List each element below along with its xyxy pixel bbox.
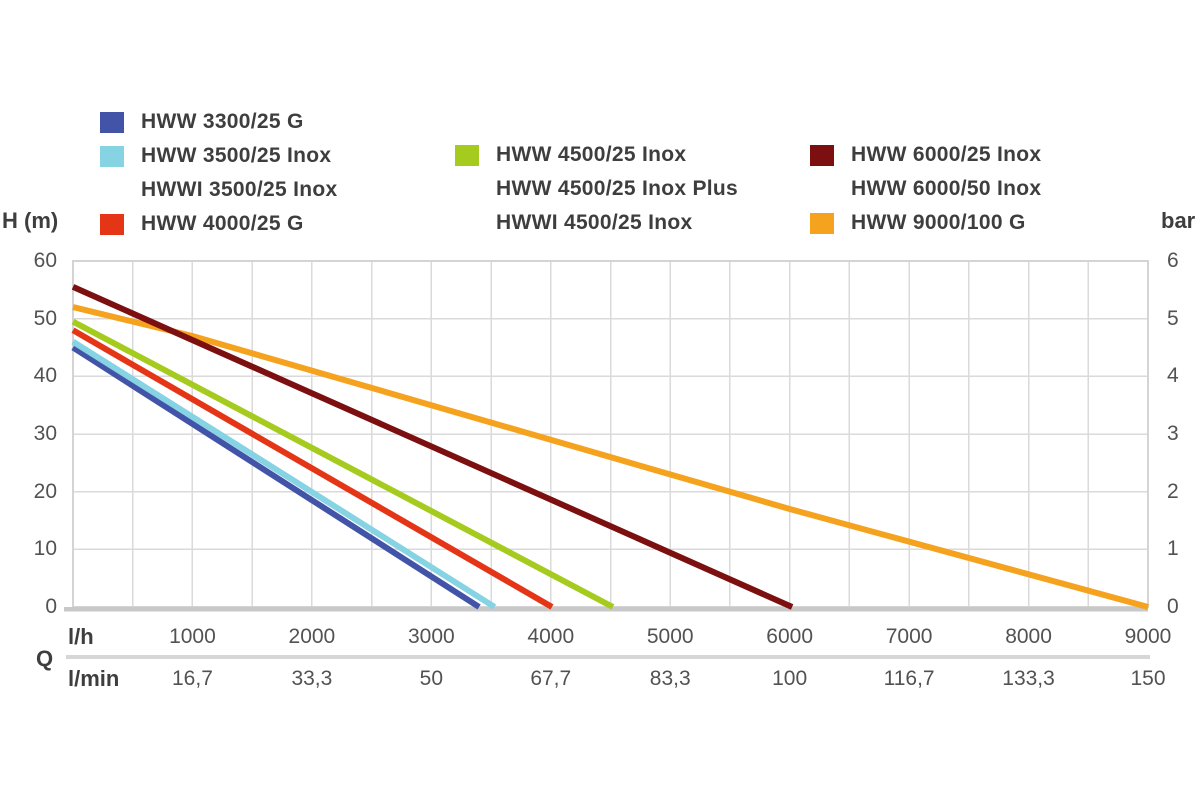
- x-lh-tick-label: 5000: [646, 625, 694, 648]
- y-right-tick-label: 4: [1167, 364, 1179, 388]
- legend-item: HWW 6000/25 Inox: [810, 138, 1041, 172]
- legend-item: HWWI 3500/25 Inox: [100, 173, 338, 207]
- y-axis-left-title: H (m): [2, 208, 59, 233]
- x-axis-rows-divider: [66, 655, 1150, 659]
- legend-item-label: HWW 9000/100 G: [851, 211, 1026, 234]
- x-axis-unit-lmin: l/min: [68, 666, 120, 691]
- legend-item-label: HWW 6000/25 Inox: [851, 143, 1042, 166]
- legend-item-label: HWW 3500/25 Inox: [141, 144, 332, 167]
- x-lmin-tick-label: 50: [419, 667, 444, 690]
- y-right-tick-label: 3: [1167, 422, 1179, 445]
- legend-swatch-cyan: [100, 145, 124, 167]
- legend-item-label: HWW 4500/25 Inox Plus: [496, 177, 739, 200]
- x-lh-tick-label: 6000: [766, 625, 814, 648]
- legend-column-2: HWW 4500/25 Inox HWW 4500/25 Inox Plus HWW…: [455, 138, 738, 240]
- legend-column-3: HWW 6000/25 Inox HWW 6000/50 Inox HWW 9000…: [810, 138, 1041, 240]
- y-right-tick-label: 5: [1167, 306, 1179, 330]
- y-left-tick-label: 50: [33, 306, 57, 330]
- y-left-tick-label: 0: [45, 595, 57, 618]
- x-lmin-tick-label: 116,7: [883, 667, 935, 690]
- series-line-green: [71, 318, 615, 610]
- x-lmin-tick-label: 133,3: [1002, 667, 1055, 690]
- legend-item: HWW 4500/25 Inox Plus: [455, 172, 738, 206]
- y-left-tick-label: 30: [33, 422, 57, 445]
- x-lmin-tick-label: 150: [1130, 667, 1166, 690]
- x-lh-tick-label: 9000: [1124, 625, 1172, 648]
- legend-item: HWW 3500/25 Inox: [100, 139, 338, 173]
- x-lh-tick-label: 7000: [885, 625, 933, 648]
- legend-item: HWW 3300/25 G: [100, 105, 338, 139]
- y-left-tick-label: 20: [33, 479, 57, 503]
- x-lh-tick-label: 3000: [407, 625, 455, 648]
- y-right-tick-label: 1: [1167, 537, 1179, 561]
- legend-item: HWW 4000/25 G: [100, 207, 338, 241]
- y-right-tick-label: 2: [1167, 479, 1179, 503]
- legend-item-label: HWWI 4500/25 Inox: [496, 211, 693, 234]
- legend-item-label: HWW 3300/25 G: [141, 110, 304, 133]
- series-line-blue: [71, 344, 481, 610]
- legend-item-label: HWW 6000/50 Inox: [851, 177, 1042, 200]
- x-axis-unit-lh: l/h: [68, 624, 94, 649]
- y-right-tick-label: 0: [1167, 595, 1179, 618]
- y-left-tick-label: 10: [33, 537, 57, 561]
- legend-item: HWW 6000/50 Inox: [810, 172, 1041, 206]
- y-right-tick-label: 6: [1167, 249, 1179, 272]
- x-lh-tick-label: 8000: [1005, 625, 1052, 648]
- x-lmin-tick-label: 16,7: [172, 667, 213, 690]
- x-lmin-tick-label: 33,3: [291, 667, 333, 690]
- x-lh-tick-label: 2000: [288, 625, 336, 648]
- x-lmin-tick-label: 100: [772, 667, 808, 690]
- x-axis-title: Q: [36, 646, 54, 671]
- legend-swatch-green: [455, 144, 479, 166]
- legend-column-1: HWW 3300/25 G HWW 3500/25 Inox HWWI 3500/2…: [100, 105, 338, 241]
- legend-item: HWW 9000/100 G: [810, 206, 1041, 240]
- legend-item-label: HWWI 3500/25 Inox: [141, 178, 338, 201]
- legend-swatch-maroon: [810, 144, 834, 166]
- y-left-tick-label: 60: [33, 249, 57, 272]
- series-line-maroon: [71, 284, 794, 610]
- legend-swatch-red: [100, 213, 124, 235]
- legend-swatch-blue: [100, 111, 124, 133]
- y-axis-right-title: bar: [1161, 208, 1196, 233]
- legend-item-label: HWW 4000/25 G: [141, 212, 304, 235]
- legend-swatch-orange: [810, 212, 834, 234]
- legend-item-label: HWW 4500/25 Inox: [496, 143, 687, 166]
- legend-item: HWWI 4500/25 Inox: [455, 206, 738, 240]
- x-lmin-tick-label: 67,7: [530, 667, 572, 690]
- x-lh-tick-label: 4000: [527, 625, 575, 648]
- series-line-orange: [72, 304, 1149, 610]
- series-line-red: [71, 327, 554, 610]
- x-lmin-tick-label: 83,3: [649, 667, 691, 690]
- series-line-cyan: [71, 339, 497, 610]
- y-left-tick-label: 40: [33, 364, 57, 388]
- legend-item: HWW 4500/25 Inox: [455, 138, 738, 172]
- x-lh-tick-label: 1000: [169, 625, 216, 648]
